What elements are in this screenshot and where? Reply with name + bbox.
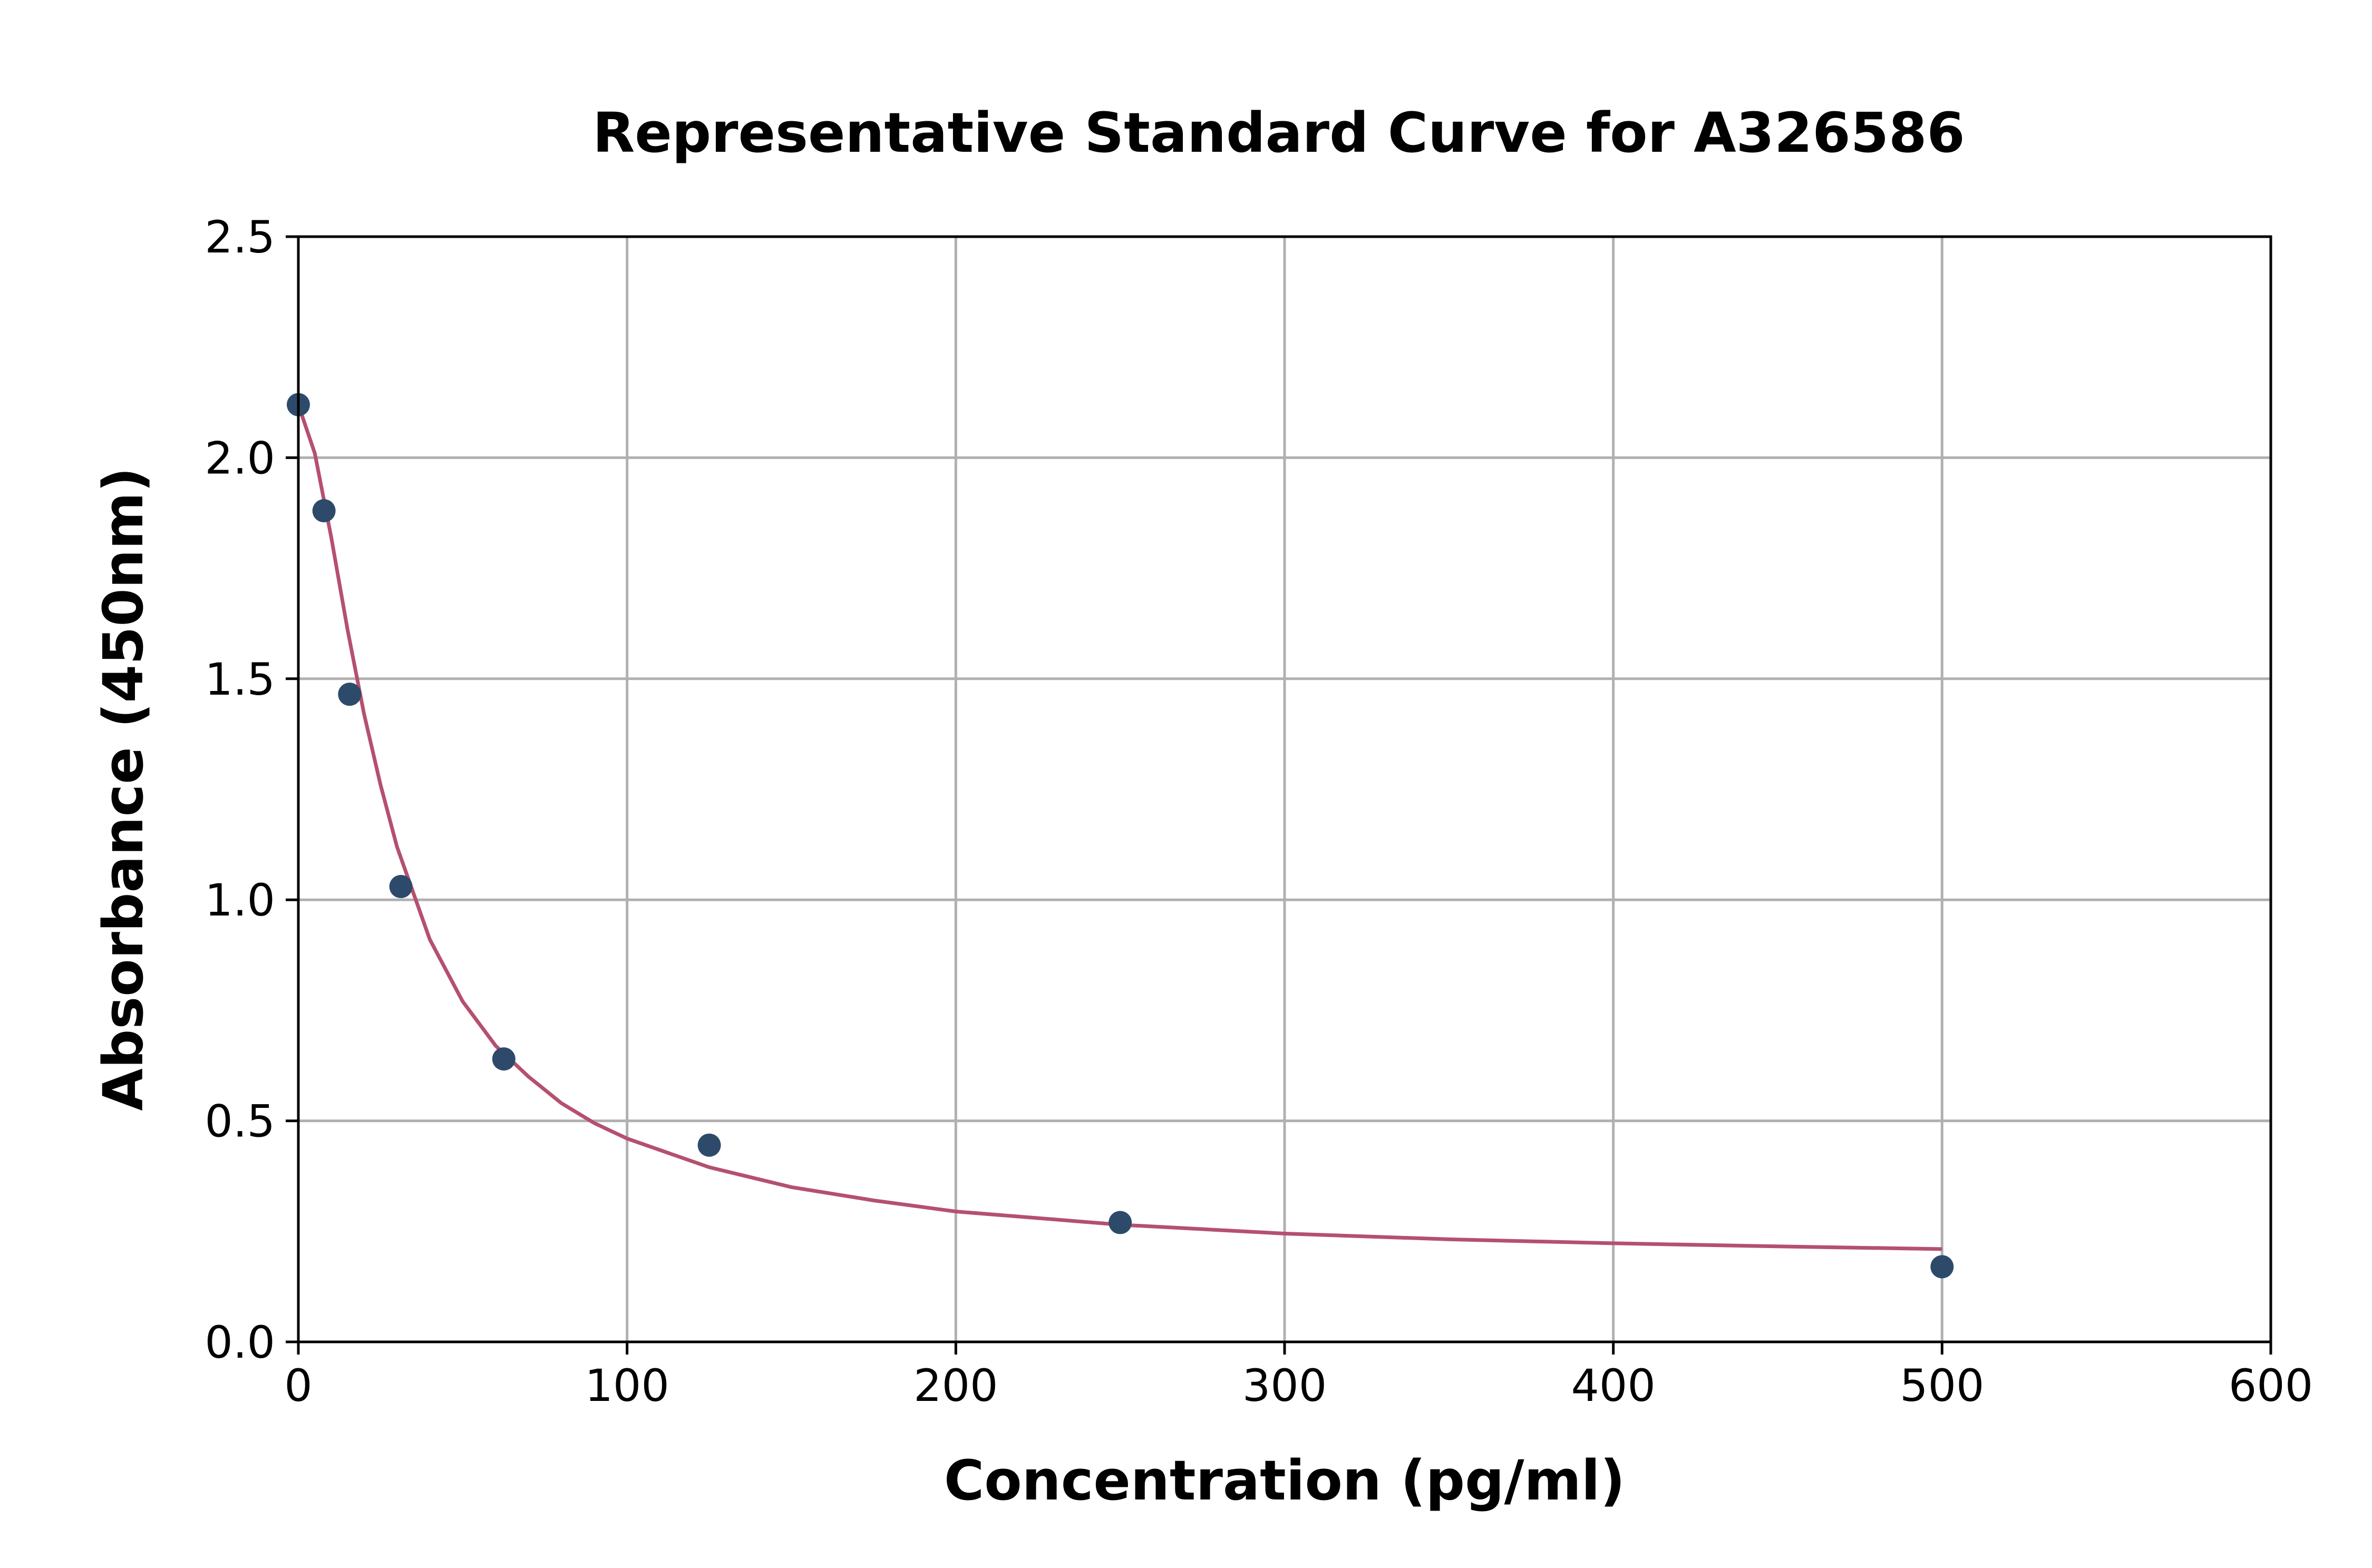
x-axis-title: Concentration (pg/ml) — [944, 1448, 1625, 1513]
y-axis-title: Absorbance (450nm) — [91, 467, 155, 1111]
fit-curve-layer — [296, 404, 1942, 1251]
x-tick-label: 400 — [1571, 1360, 1655, 1411]
data-point — [1930, 1255, 1954, 1279]
y-tick-label: 2.5 — [205, 211, 275, 263]
y-tick-label: 0.0 — [205, 1317, 275, 1368]
chart-title: Representative Standard Curve for A32658… — [592, 101, 1965, 165]
data-point — [1109, 1211, 1132, 1234]
y-tick-label: 2.0 — [205, 432, 275, 484]
data-point — [697, 1133, 721, 1157]
y-tick-label: 1.0 — [205, 874, 275, 926]
x-tick-label: 100 — [585, 1360, 669, 1411]
x-tick-label: 500 — [1900, 1360, 1984, 1411]
fit-curve — [296, 404, 1942, 1251]
data-point — [338, 683, 362, 706]
y-tick-label: 0.5 — [205, 1096, 275, 1147]
x-tick-label: 0 — [284, 1360, 312, 1411]
x-tick-label: 300 — [1242, 1360, 1327, 1411]
y-tick-label: 1.5 — [205, 654, 275, 705]
data-point — [312, 499, 336, 523]
y-axis-ticks: 0.0 0.5 1.0 1.5 2.0 2.5 — [205, 211, 298, 1368]
data-points — [287, 393, 1954, 1279]
x-tick-label: 200 — [913, 1360, 998, 1411]
data-point — [492, 1047, 516, 1071]
x-axis-ticks: 0 100 200 300 400 500 600 — [284, 1342, 2313, 1411]
data-point — [389, 875, 413, 899]
x-tick-label: 600 — [2229, 1360, 2313, 1411]
